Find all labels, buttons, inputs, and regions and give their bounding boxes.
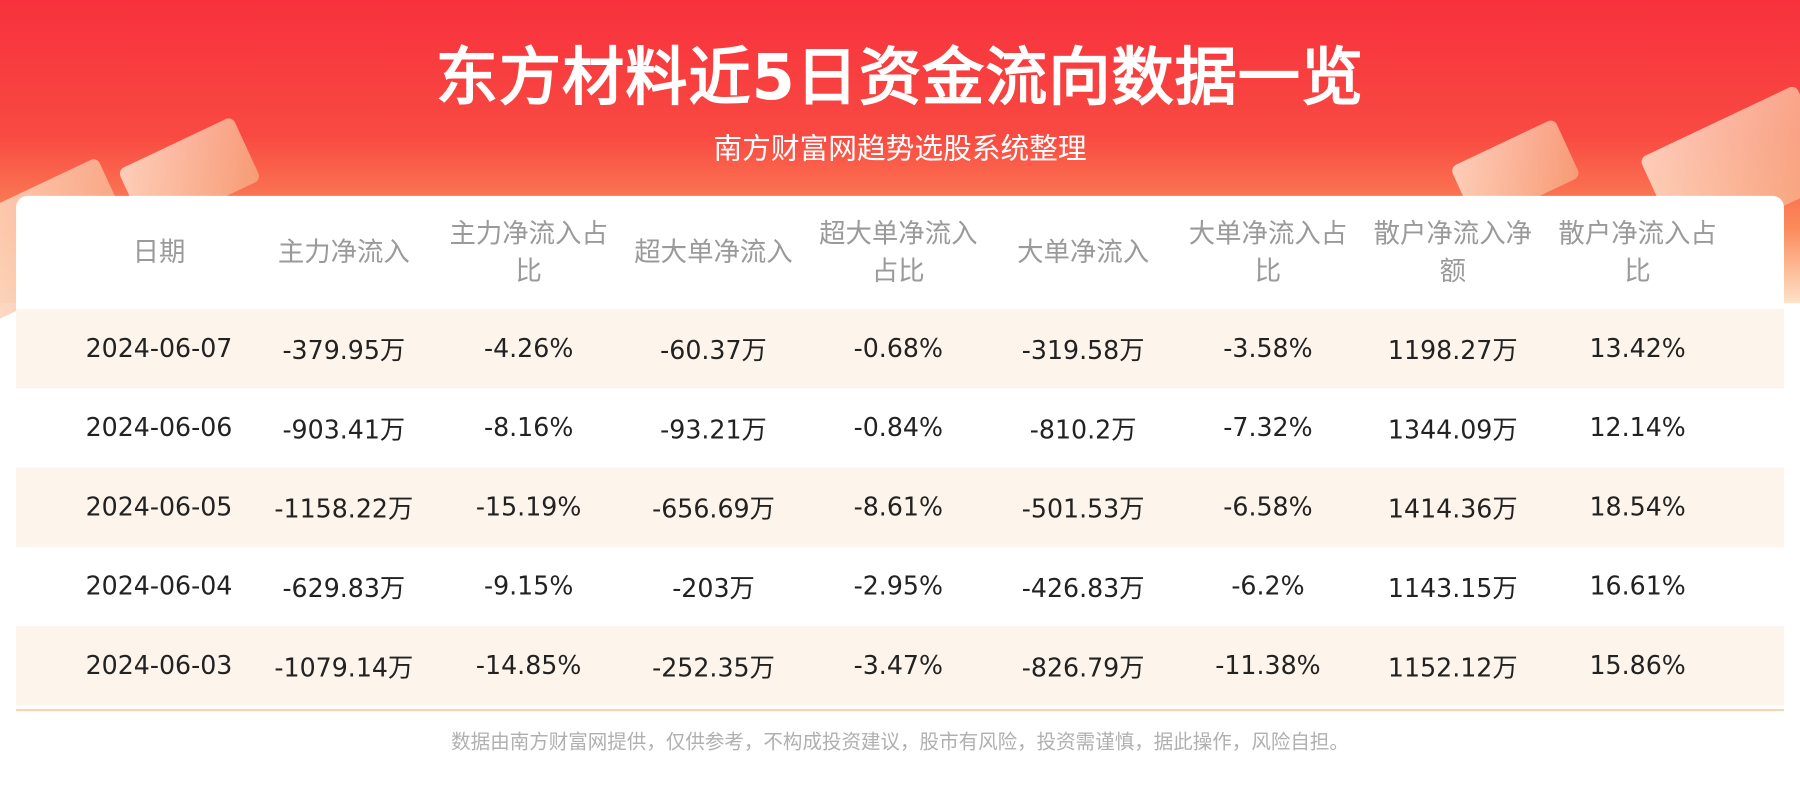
table-cell: 15.86% (1589, 651, 1686, 681)
table-cell: -1158.22万 (274, 495, 414, 525)
table-cell: 2024-06-06 (85, 413, 233, 443)
column-header: 大单净流入占比 (1188, 218, 1348, 287)
table-cell: 2024-06-05 (85, 492, 233, 522)
data-table: 日期 主力净流入 主力净流入占比 超大单净流入 超大单净流入占比 大单净流入 大单净流入占比… (16, 195, 1784, 712)
table-cell: 16.61% (1589, 571, 1686, 602)
table-cell: 1414.36万 (1387, 495, 1518, 525)
table-cell: -9.15% (483, 571, 574, 602)
table-row: 2024-06-07 -379.95万 -4.26% -60.37万 -0.68% -31… (16, 308, 1784, 389)
table-row: 2024-06-05 -1158.22万 -15.19% -656.69万 -8.61%… (16, 467, 1784, 547)
table-header: 日期 主力净流入 主力净流入占比 超大单净流入 超大单净流入占比 大单净流入 大单净流入占比… (16, 196, 1784, 309)
table-cell: 1143.15万 (1387, 574, 1518, 604)
table-row: 2024-06-04 -629.83万 -9.15% -203万 -2.95% -426.… (16, 547, 1784, 626)
table-cell: 1344.09万 (1387, 416, 1518, 446)
table-cell: -903.41万 (282, 416, 406, 446)
table-cell: -656.69万 (652, 495, 775, 525)
table-cell: 2024-06-07 (85, 334, 233, 364)
table-cell: -4.26% (483, 334, 574, 364)
table-cell: -319.58万 (1021, 336, 1145, 367)
table-cell: -8.61% (853, 492, 943, 522)
table-cell: -3.47% (853, 651, 943, 681)
table-cell: 1198.27万 (1387, 336, 1518, 367)
table-cell: -0.68% (853, 334, 943, 364)
table-cell: -60.37万 (660, 336, 767, 367)
table-cell: -426.83万 (1021, 574, 1145, 604)
table-cell: -11.38% (1215, 651, 1321, 681)
table-cell: -6.2% (1231, 571, 1305, 602)
table-cell: -1079.14万 (274, 654, 414, 684)
table-row: 2024-06-03 -1079.14万 -14.85% -252.35万 -3.47%… (16, 626, 1784, 706)
column-header: 超大单净流入占比 (819, 218, 978, 287)
table-cell: 12.14% (1589, 413, 1686, 443)
table-cell: -14.85% (475, 651, 582, 681)
table-cell: -252.35万 (652, 654, 775, 684)
column-header: 超大单净流入 (634, 237, 793, 268)
column-header: 主力净流入 (277, 237, 410, 268)
table-row: 2024-06-06 -903.41万 -8.16% -93.21万 -0.84% -81… (16, 388, 1784, 467)
column-header: 大单净流入 (1017, 237, 1150, 268)
table-cell: -501.53万 (1021, 495, 1145, 525)
table-cell: 2024-06-03 (85, 651, 233, 681)
table-cell: -15.19% (475, 492, 582, 522)
table-cell: 18.54% (1589, 492, 1686, 522)
table-cell: -203万 (672, 574, 755, 604)
disclaimer: 数据由南方财富网提供，仅供参考，不构成投资建议，股市有风险，投资需谨慎，据此操作… (451, 731, 1349, 755)
page-title: 东方材料近5日资金流向数据一览 (435, 40, 1365, 115)
table-cell: -2.95% (853, 571, 943, 602)
table-cell: 1152.12万 (1387, 654, 1518, 684)
column-header: 散户净流入净额 (1373, 218, 1533, 287)
table-cell: -3.58% (1223, 334, 1313, 364)
table-cell: -7.32% (1223, 413, 1313, 443)
table-cell: -0.84% (853, 413, 943, 443)
column-header: 主力净流入占比 (449, 218, 608, 287)
table-cell: -629.83万 (282, 574, 406, 604)
table-cell: 2024-06-04 (85, 571, 233, 602)
column-header: 日期 (132, 237, 186, 268)
table-cell: -8.16% (483, 413, 574, 443)
table-cell: -6.58% (1223, 492, 1313, 522)
table-cell: -93.21万 (660, 416, 767, 446)
table-cell: -810.2万 (1029, 416, 1137, 446)
table-cell: -379.95万 (282, 336, 406, 367)
table-cell: 13.42% (1589, 334, 1686, 364)
table-cell: -826.79万 (1021, 654, 1145, 684)
page-subtitle: 南方财富网趋势选股系统整理 (713, 131, 1087, 166)
column-header: 散户净流入占比 (1558, 218, 1717, 287)
